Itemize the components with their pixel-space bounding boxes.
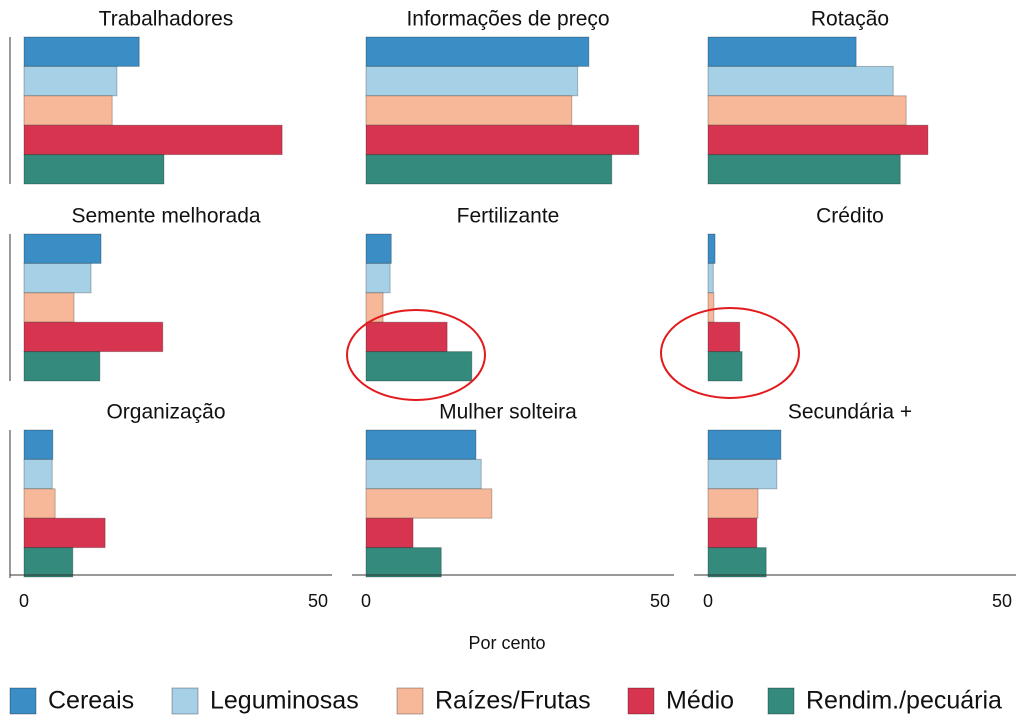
bar [365,517,414,549]
bar [23,517,106,549]
legend-label: Raízes/Frutas [435,687,591,715]
bar [23,458,53,490]
bar [707,124,929,156]
panel-title: Rotação [811,8,889,31]
bar [707,154,901,185]
x-tick-label: 50 [308,591,328,611]
bar [23,488,56,519]
legend-swatch [396,687,424,715]
bar [365,458,482,490]
bar [707,488,759,519]
x-tick-label: 50 [650,591,670,611]
legend-swatch [9,687,37,715]
legend-swatch [627,687,655,715]
panel-title: Crédito [816,205,884,228]
bar [707,36,857,67]
panel-title: Semente melhorada [71,205,260,228]
x-tick-label: 0 [19,591,29,611]
bar [23,292,75,323]
bar [707,65,894,97]
bar [23,154,165,185]
legend-swatch [171,687,199,715]
bar [365,321,448,353]
bar [707,292,715,323]
highlight-circle [660,307,800,399]
bar [365,262,391,294]
legend-swatch [767,687,795,715]
panel-title: Fertilizante [457,205,560,228]
bar [23,124,283,156]
bar [707,547,767,578]
legend-label: Rendim./pecuária [806,687,1002,715]
bar [23,233,102,264]
bar [707,517,758,549]
bar [365,429,477,460]
bar [23,262,92,294]
x-tick-label: 0 [703,591,713,611]
bar [365,292,384,323]
panel-title: Informações de preço [406,8,609,31]
bar [365,36,590,67]
x-tick-label: 0 [361,591,371,611]
bar [707,233,716,264]
bar [365,124,640,156]
bar [707,262,714,294]
legend-label: Cereais [48,687,134,715]
bar [23,65,118,97]
panel-title: Mulher solteira [439,401,577,424]
bar [707,429,782,460]
bar [365,95,573,126]
bar [365,351,473,382]
bar [365,233,392,264]
bar [365,154,613,185]
highlight-circle [346,309,486,401]
bar [23,351,101,382]
x-tick-label: 50 [992,591,1012,611]
bar [23,429,54,460]
bar [707,321,741,353]
bar [23,36,140,67]
bar [365,488,493,519]
bar [365,547,442,578]
panel-title: Organização [106,401,225,424]
panel-title: Secundária + [788,401,912,424]
legend-label: Médio [666,687,734,715]
legend-label: Leguminosas [210,687,359,715]
bar [707,351,743,382]
bar [23,547,74,578]
bar [23,95,113,126]
bar [707,95,907,126]
bar [23,321,164,353]
bar [707,458,778,490]
bar [365,65,579,97]
x-axis-label: Por cento [468,633,545,653]
panel-title: Trabalhadores [99,8,234,31]
